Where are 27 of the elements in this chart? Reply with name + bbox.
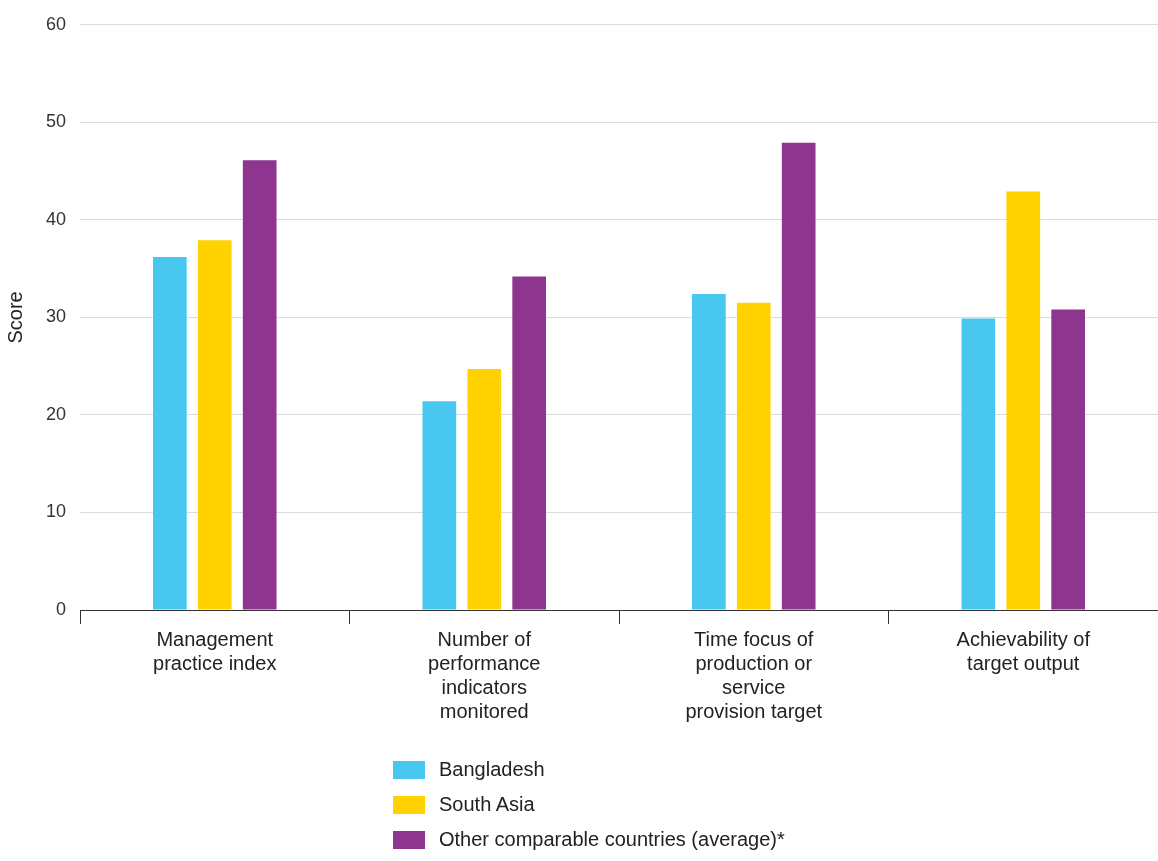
bar bbox=[422, 401, 457, 610]
bar bbox=[1051, 309, 1086, 610]
bar bbox=[961, 318, 996, 610]
bar bbox=[781, 142, 816, 610]
y-tick-label: 30 bbox=[45, 306, 67, 327]
y-tick-label: 10 bbox=[45, 501, 67, 522]
bar bbox=[467, 369, 502, 610]
x-tick-label: Number of performance indicators monitored bbox=[428, 627, 541, 722]
bar bbox=[153, 256, 187, 610]
x-tick-label: Time focus of production or service provision target bbox=[685, 627, 823, 722]
bar bbox=[736, 302, 771, 610]
x-tick-label: Management practice index bbox=[153, 627, 277, 674]
bar bbox=[242, 160, 277, 610]
legend-label: Other comparable countries (average)* bbox=[439, 828, 785, 851]
legend-label: Bangladesh bbox=[439, 758, 545, 781]
y-axis-title: Score bbox=[3, 291, 26, 344]
bar bbox=[1006, 191, 1041, 610]
y-tick-label: 40 bbox=[45, 208, 67, 229]
bar bbox=[692, 293, 726, 610]
bar bbox=[197, 240, 232, 610]
y-tick-label: 0 bbox=[56, 598, 67, 619]
y-tick-label: 50 bbox=[45, 111, 67, 132]
y-tick-label: 20 bbox=[45, 403, 67, 424]
bar bbox=[512, 276, 547, 610]
y-tick-label: 60 bbox=[45, 13, 67, 34]
legend-label: South Asia bbox=[439, 793, 535, 816]
x-tick-label: Achievability of target output bbox=[956, 627, 1091, 674]
